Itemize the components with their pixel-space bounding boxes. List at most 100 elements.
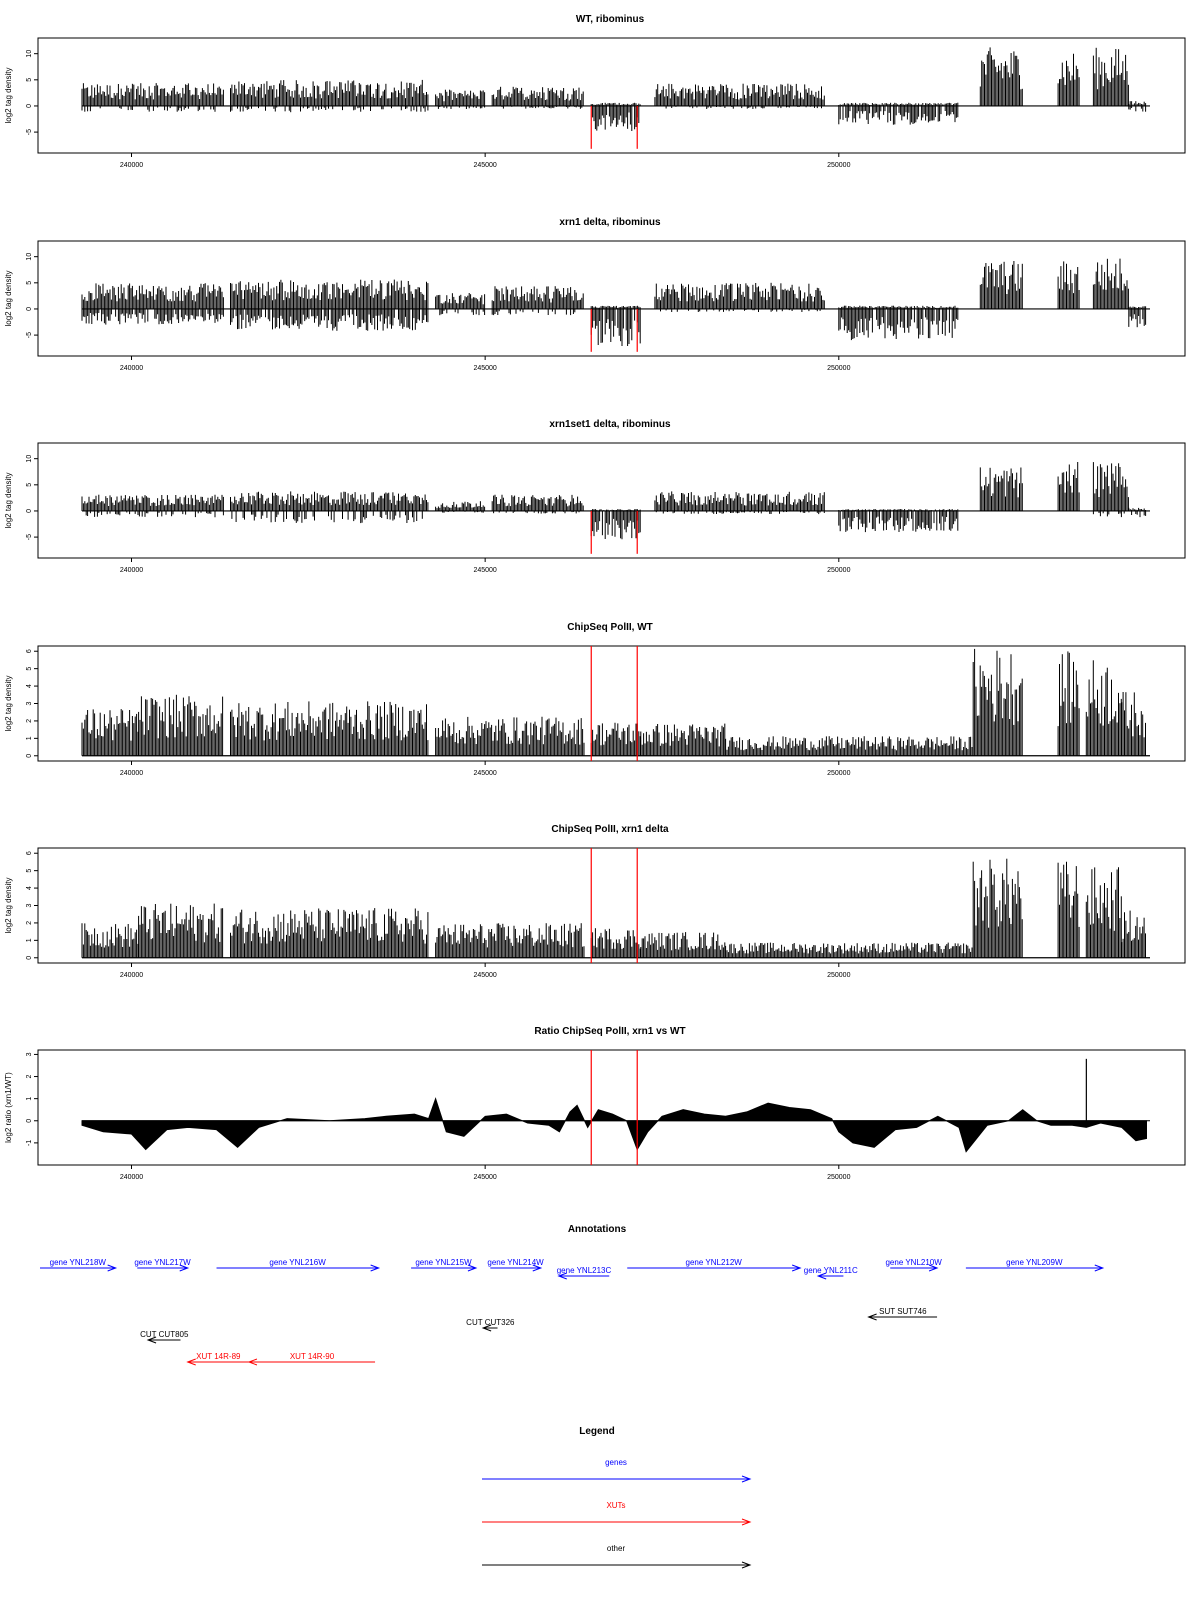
- annotation-label: gene YNL215W: [415, 1258, 472, 1267]
- y-tick-label: 0: [26, 1119, 33, 1123]
- segment: [230, 908, 429, 958]
- series: [81, 858, 1150, 959]
- annotations-panel: Annotations gene YNL218W gene YNL217W gene…: [40, 1224, 1105, 1366]
- segment: [1092, 47, 1129, 106]
- segment: [1057, 261, 1080, 309]
- segment: [972, 858, 1023, 958]
- x-tick-label: 240000: [120, 567, 143, 574]
- x-tick-label: 240000: [120, 162, 143, 169]
- segment: [1057, 462, 1080, 511]
- x-tick-label: 245000: [473, 972, 496, 979]
- y-axis-label: log2 tag density: [4, 67, 13, 123]
- segment: [590, 928, 641, 958]
- annotation-gene: gene YNL214W: [487, 1258, 544, 1272]
- series: [81, 47, 1150, 131]
- annotation-arrow: [146, 1336, 181, 1344]
- annotation-label: gene YNL210W: [885, 1258, 942, 1267]
- annotation-items: gene YNL218W gene YNL217W gene YNL216W gene…: [40, 1258, 1105, 1366]
- annotation-label: gene YNL216W: [269, 1258, 326, 1267]
- y-tick-label: 10: [26, 50, 33, 58]
- y-tick-label: 3: [26, 903, 33, 907]
- segment: [1128, 101, 1147, 112]
- x-tick-label: 250000: [827, 365, 850, 372]
- segment: [590, 509, 641, 540]
- segment: [138, 694, 224, 756]
- segment: [972, 648, 1023, 756]
- segment: [979, 261, 1023, 309]
- annotation-label: gene YNL214W: [487, 1258, 544, 1267]
- legend-item-gene: genes: [482, 1458, 752, 1483]
- panel-title: Ratio ChipSeq PolII, xrn1 vs WT: [534, 1026, 685, 1037]
- annotation-label: gene YNL212W: [686, 1258, 743, 1267]
- y-tick-label: 3: [26, 701, 33, 705]
- annotation-arrow: [481, 1324, 498, 1332]
- annotation-gene: gene YNL211C: [804, 1266, 858, 1280]
- annotation-arrow: [557, 1272, 610, 1280]
- y-tick-label: -5: [26, 332, 33, 338]
- x-tick-label: 245000: [473, 1174, 496, 1181]
- annotation-gene: gene YNL210W: [885, 1258, 942, 1272]
- annotation-arrow: [40, 1264, 118, 1272]
- legend-item-other: other: [482, 1544, 752, 1569]
- annotation-label: SUT SUT746: [879, 1307, 927, 1316]
- segment: [838, 509, 959, 533]
- annotation-gene: gene YNL213C: [557, 1266, 612, 1280]
- segment: [1085, 660, 1122, 756]
- legend-arrow: [482, 1475, 752, 1483]
- segment: [590, 102, 641, 131]
- segment: [81, 923, 139, 958]
- y-tick-label: 0: [26, 307, 33, 311]
- panel-title: ChipSeq PolII, xrn1 delta: [551, 824, 669, 835]
- annotation-xut: XUT 14R-90: [247, 1352, 376, 1366]
- y-tick-label: 2: [26, 921, 33, 925]
- y-tick-label: 1: [26, 938, 33, 942]
- segment: [491, 286, 584, 316]
- panel-4: ChipSeq PolII, WT log2 tag density 0 1 2 3 4 5 6…: [4, 622, 1186, 777]
- segment: [1085, 867, 1122, 958]
- panel-5: ChipSeq PolII, xrn1 delta log2 tag densit…: [4, 824, 1186, 979]
- y-tick-label: 2: [26, 1074, 33, 1078]
- y-tick-label: -1: [26, 1140, 33, 1146]
- y-tick-label: 0: [26, 956, 33, 960]
- annotation-xut: XUT 14R-89: [186, 1352, 249, 1366]
- y-tick-label: 10: [26, 253, 33, 261]
- panel-1: WT, ribominus log2 tag density -5 0 5 10 24000…: [4, 14, 1186, 169]
- segment: [1128, 306, 1147, 328]
- segment: [1121, 910, 1146, 958]
- annotation-arrow: [965, 1264, 1105, 1272]
- segment: [838, 102, 959, 125]
- segment: [654, 83, 825, 109]
- x-tick-label: 245000: [473, 770, 496, 777]
- segment: [230, 79, 429, 113]
- segment: [1092, 258, 1129, 309]
- segment: [1121, 692, 1146, 756]
- segment: [654, 282, 825, 312]
- segment: [230, 279, 429, 331]
- segment: [1057, 53, 1080, 106]
- annotation-arrow: [816, 1272, 844, 1280]
- annotation-gene: gene YNL209W: [965, 1258, 1105, 1272]
- annotation-arrow: [627, 1264, 802, 1272]
- y-tick-label: -5: [26, 129, 33, 135]
- segment: [435, 501, 486, 513]
- segment: [1057, 651, 1080, 756]
- legend-label: other: [607, 1544, 626, 1553]
- annotation-gene: gene YNL218W: [40, 1258, 118, 1272]
- annotation-label: gene YNL217W: [134, 1258, 191, 1267]
- annotation-label: XUT 14R-90: [290, 1352, 335, 1361]
- annotation-gene: gene YNL217W: [134, 1258, 191, 1272]
- legend: Legend genes XUTs other: [482, 1426, 752, 1569]
- annotation-label: gene YNL218W: [50, 1258, 107, 1267]
- plot-frame: [37, 442, 1186, 559]
- y-axis-label: log2 tag density: [4, 472, 13, 528]
- plot-frame: [37, 1049, 1186, 1166]
- y-tick-label: 5: [26, 78, 33, 82]
- annotation-label: gene YNL211C: [804, 1266, 858, 1275]
- series: [81, 1058, 1150, 1153]
- annotation-arrow: [890, 1264, 939, 1272]
- annotation-arrow: [137, 1264, 190, 1272]
- legend-title: Legend: [579, 1426, 615, 1437]
- y-tick-label: 5: [26, 281, 33, 285]
- y-tick-label: 0: [26, 104, 33, 108]
